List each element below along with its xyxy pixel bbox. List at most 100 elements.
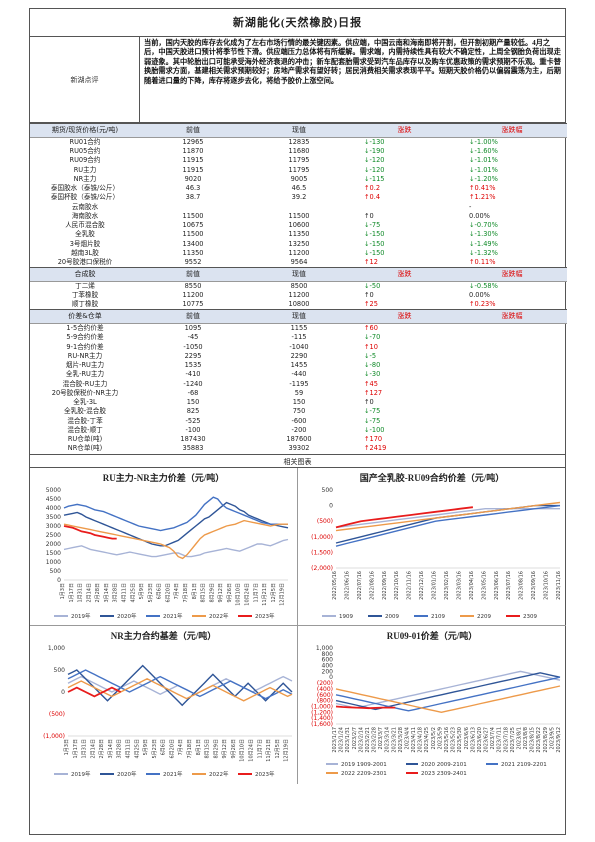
row-name: RU01合约 — [69, 138, 101, 146]
row-name: RU主力 — [73, 165, 97, 174]
x-tick-label: 8月1日 — [196, 739, 202, 755]
x-tick-label: 11月7日 — [257, 739, 263, 759]
series-line — [63, 495, 288, 531]
table-row: 人民币混合胶 10675 10600 ↓-75 ↓-0.70% — [30, 221, 567, 230]
change-percent: ↓-1.00% — [469, 138, 498, 146]
current-value: 11795 — [288, 165, 310, 174]
x-tick-label: 9月12日 — [222, 739, 228, 759]
x-tick-label: 2023/08/16 — [519, 571, 525, 600]
column-header: 涨跌幅 — [457, 267, 567, 282]
change-percent: ↓-1.60% — [469, 147, 498, 156]
comment-label: 新湖点评 — [30, 37, 140, 122]
legend-label: 2022年 — [209, 612, 229, 620]
change-value: ↓-30 — [364, 370, 381, 379]
comment-text: 当前，国内天胶的库存去化成为了左右市场行情的最关键因素。供应端，中国云南和海南即… — [144, 39, 561, 85]
x-tick-label: 12月5日 — [275, 739, 281, 759]
x-tick-label: 2023/7/4 — [490, 727, 496, 749]
charts-section-title: 相关图表 — [30, 453, 565, 468]
x-tick-label: 2023/7/18 — [503, 727, 509, 753]
y-tick-label: (200) — [317, 680, 333, 687]
row-name: 泰国胶水（泰铢/公斤） — [50, 184, 120, 193]
prev-value: 11500 — [182, 230, 204, 239]
current-value: -200 — [291, 425, 307, 434]
x-tick-label: 2月28日 — [95, 583, 101, 603]
legend-label: 2023年 — [255, 770, 275, 778]
table-row: 5-9合约价差 -45 -115 ↓-70 — [30, 333, 567, 342]
change-percent: ↓-1.01% — [469, 156, 498, 165]
row-name: 丁苯橡胶 — [71, 291, 99, 300]
change-value: ↑127 — [364, 388, 383, 397]
current-value: 11680 — [288, 147, 310, 156]
y-tick-label: 600 — [322, 656, 334, 663]
y-tick-label: (1,600) — [311, 721, 333, 728]
current-value: 59 — [294, 388, 304, 397]
table-row: RU09合约 11915 11795 ↓-120 ↓-1.01% — [30, 156, 567, 165]
current-value: 9564 — [290, 258, 308, 266]
row-name: 泰国杯胶（泰铢/公斤） — [50, 193, 120, 202]
x-tick-label: 1月31日 — [78, 583, 84, 603]
prev-value: 11500 — [182, 211, 204, 220]
prev-value: 8550 — [184, 282, 202, 290]
change-value: ↑25 — [364, 300, 378, 309]
change-value: ↓-150 — [364, 230, 385, 239]
x-tick-label: 7月18日 — [183, 583, 189, 603]
x-tick-label: 1月3日 — [64, 739, 70, 755]
change-value: ↑0.2 — [364, 184, 381, 193]
table-row: 全乳-3L 150 150 ↑0 — [30, 398, 567, 407]
y-tick-label: 1,000 — [48, 645, 65, 652]
change-value: ↓-75 — [364, 221, 381, 230]
series-line — [335, 705, 396, 709]
column-header: 涨跌 — [352, 123, 457, 138]
change-percent: ↓-0.70% — [469, 221, 498, 230]
legend-label: 2023年 — [255, 612, 275, 620]
prev-value: -100 — [185, 425, 201, 434]
column-header: 合成胶 — [30, 267, 140, 282]
x-tick-label: 4月25日 — [134, 739, 140, 759]
current-value: 39.2 — [291, 193, 307, 202]
current-value: 1455 — [290, 361, 308, 370]
x-tick-label: 2月14日 — [90, 739, 96, 759]
prev-value: 11915 — [182, 165, 204, 174]
y-tick-label: 1500 — [46, 550, 61, 557]
x-tick-label: 2023/5/9 — [437, 727, 443, 749]
prev-value: 12965 — [182, 138, 204, 146]
column-header: 涨跌幅 — [457, 309, 567, 325]
row-name: NR主力 — [73, 174, 97, 183]
row-name: 烟片-RU主力 — [65, 361, 105, 370]
charts-grid: 5000 4500 4000 3500 3000 2500 2000 1500 1000 500 0… — [30, 467, 566, 784]
change-percent — [457, 343, 567, 352]
change-percent — [457, 389, 567, 398]
x-tick-label: 2023/4/4 — [404, 727, 410, 749]
chart-title: RU主力-NR主力价差（元/吨） — [102, 472, 225, 483]
y-tick-label: (800) — [317, 697, 333, 704]
change-value: ↑170 — [364, 435, 383, 444]
change-percent: ↑0.41% — [469, 184, 496, 193]
x-tick-label: 2023/8/8 — [523, 727, 529, 749]
x-tick-label: 11月21日 — [266, 739, 272, 762]
change-value: ↓-130 — [364, 138, 385, 146]
x-tick-label: 2023/1/31 — [345, 727, 351, 753]
x-tick-label: 2023/6/13 — [470, 727, 476, 753]
row-name: RU仓单(吨) — [67, 435, 103, 444]
column-header: 涨跌 — [352, 267, 457, 282]
prev-value: 150 — [186, 398, 200, 407]
table-row: 顺丁橡胶 10775 10800 ↑25 ↑0.23% — [30, 300, 567, 310]
x-tick-label: 2023/01/16 — [432, 571, 438, 600]
change-value: ↓-75 — [364, 416, 381, 425]
change-percent — [457, 380, 567, 389]
series-line — [63, 519, 288, 559]
prev-value: 11200 — [182, 291, 204, 300]
column-header: 涨跌幅 — [457, 123, 567, 138]
change-percent: - — [469, 202, 472, 211]
y-tick-label: (600) — [317, 691, 333, 698]
x-tick-label: 2023/7/11 — [497, 727, 503, 753]
current-value: 12835 — [288, 138, 310, 146]
row-name: 20号胶港口保税价 — [57, 258, 113, 266]
prev-value: -45 — [187, 333, 199, 342]
legend-label: 1909 — [339, 614, 353, 620]
x-tick-label: 2023/9/12 — [556, 727, 562, 753]
y-tick-label: (500) — [317, 518, 333, 525]
x-tick-label: 2023/4/25 — [424, 727, 430, 753]
table-row: 混合胶-顺丁 -100 -200 ↓-100 — [30, 426, 567, 435]
row-name: 丁二烯 — [75, 282, 95, 290]
